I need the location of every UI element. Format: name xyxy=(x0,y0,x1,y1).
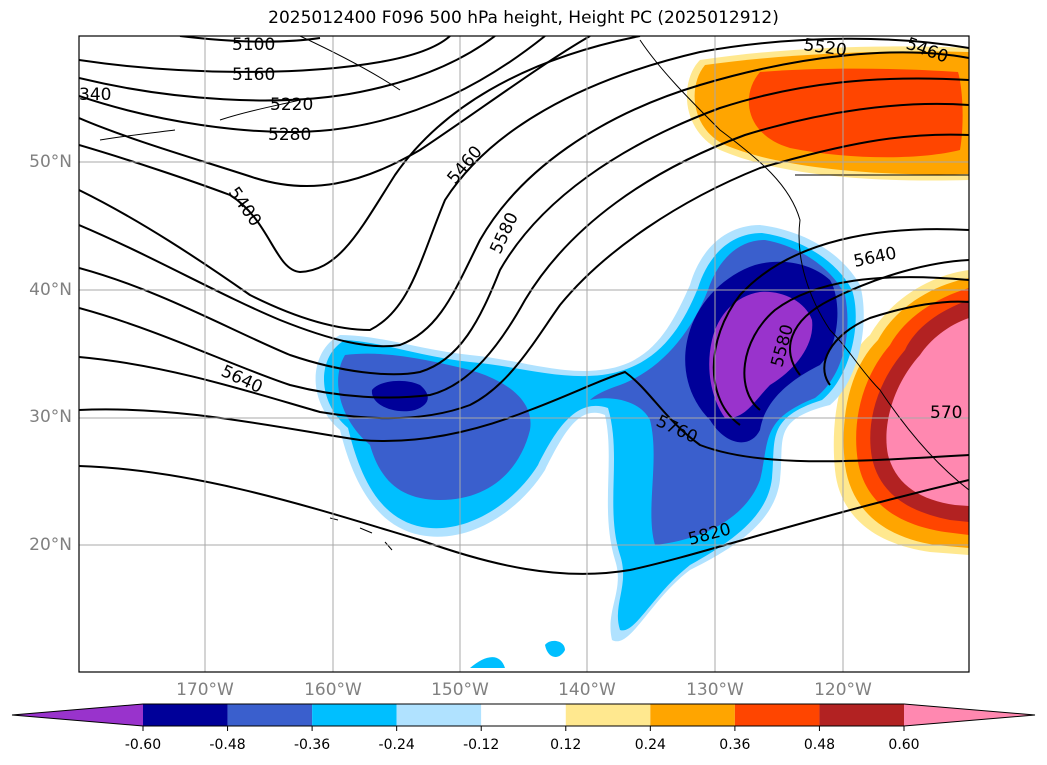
contour-5340 xyxy=(79,36,591,188)
contour-5820 xyxy=(79,465,969,575)
map-field: 5100 5160 5220 5280 340 5400 5460 5580 5… xyxy=(79,35,969,672)
lat-label: 40°N xyxy=(29,280,72,300)
lon-label: 170°W xyxy=(176,680,234,700)
contour-east-5700 xyxy=(823,300,969,386)
contour-label: 5100 xyxy=(232,35,275,55)
coastlines xyxy=(99,36,969,551)
colorbar-tick-label: 0.36 xyxy=(719,737,751,753)
coastline-north-america xyxy=(639,39,969,491)
map-title: 2025012400 F096 500 hPa height, Height P… xyxy=(268,8,779,28)
contour-5520 xyxy=(79,51,969,348)
contour-label: 5220 xyxy=(270,95,313,115)
colorbar-tick-label: 0.12 xyxy=(550,737,582,753)
colorbar-box xyxy=(819,704,904,726)
contour-5100 xyxy=(179,36,321,43)
contour-5760 xyxy=(79,370,969,463)
lat-label: 20°N xyxy=(29,535,72,555)
contour-5160 xyxy=(79,36,451,73)
contour-label: 5580 xyxy=(486,209,522,257)
lat-label: 30°N xyxy=(29,407,72,427)
colorbar-box xyxy=(396,704,482,726)
contour-5700 xyxy=(79,133,969,420)
contour-east-5640 xyxy=(789,259,969,376)
colorbar-tick-label: 0.48 xyxy=(803,737,836,753)
colorbar-tick-label: -0.24 xyxy=(378,737,415,753)
lon-label: 120°W xyxy=(814,680,872,700)
coastline-hawaii xyxy=(329,517,393,551)
negative-anomaly-small xyxy=(470,640,565,668)
colorbar-extend-min xyxy=(12,704,143,726)
contour-label: 5280 xyxy=(268,125,311,145)
colorbar-extend-max xyxy=(904,704,1035,726)
colorbar-tick-label: -0.48 xyxy=(209,737,246,753)
colorbar-box xyxy=(312,704,397,726)
colorbar-tick-label: -0.12 xyxy=(463,737,500,753)
contour-east-5580 xyxy=(743,276,969,411)
coastline-alaska xyxy=(99,36,401,141)
colorbar-box xyxy=(734,704,820,726)
colorbar xyxy=(11,703,1036,731)
negative-anomaly-purple xyxy=(709,291,813,419)
lon-label: 150°W xyxy=(431,680,489,700)
lon-label: 140°W xyxy=(558,680,616,700)
contour-5580 xyxy=(79,77,969,376)
lat-label: 50°N xyxy=(29,152,72,172)
colorbar-tick-label: 0.60 xyxy=(888,737,920,753)
height-contours xyxy=(79,36,969,575)
contour-label: 5460 xyxy=(444,142,487,188)
colorbar-tick-label: 0.24 xyxy=(634,737,666,753)
colorbar-box xyxy=(143,704,228,726)
contour-5400 xyxy=(79,36,641,274)
contour-label: 5640 xyxy=(852,243,898,272)
contour-label: 5160 xyxy=(232,65,275,85)
lon-label: 160°W xyxy=(304,680,362,700)
colorbar-tick-label: -0.36 xyxy=(293,737,331,753)
colorbar-box xyxy=(565,704,651,726)
contour-5220 xyxy=(79,36,496,102)
positive-anomaly-northeast-red xyxy=(748,68,963,158)
colorbar-box xyxy=(227,704,313,726)
contour-5280 xyxy=(79,36,546,133)
colorbar-tick-label: -0.60 xyxy=(124,737,162,753)
contour-5460 xyxy=(79,37,969,332)
contour-5640 xyxy=(79,102,969,399)
lon-label: 130°W xyxy=(686,680,744,700)
graticule xyxy=(79,36,969,672)
map-frame xyxy=(78,35,970,673)
colorbar-box xyxy=(481,704,566,726)
contour-label: 570 xyxy=(930,403,962,423)
colorbar-box xyxy=(650,704,735,726)
contour-label: 340 xyxy=(79,85,111,105)
